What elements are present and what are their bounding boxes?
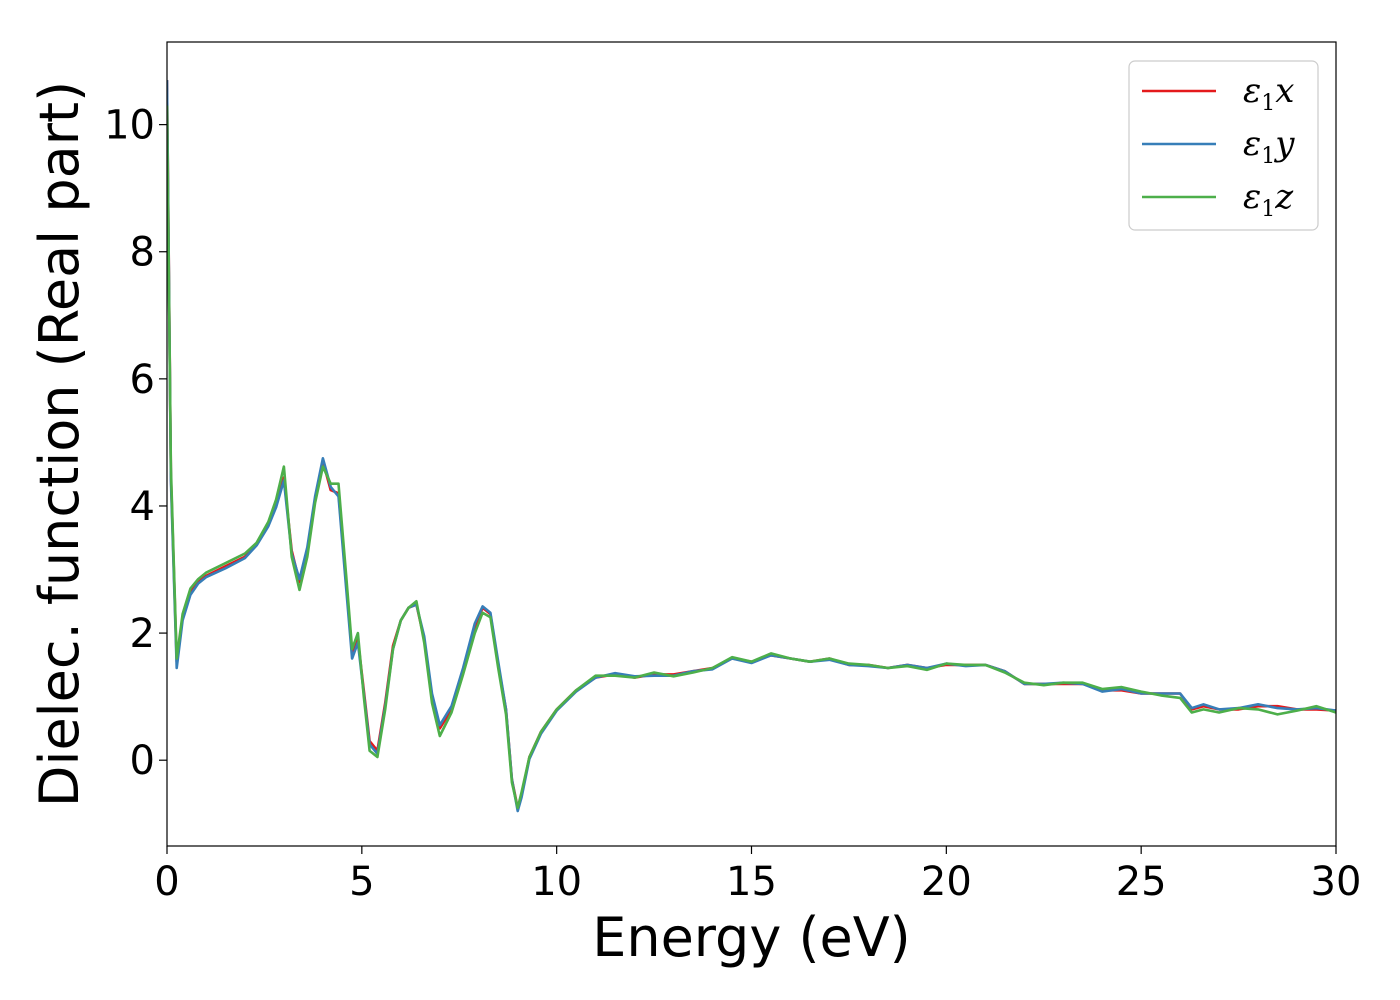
y-tick-label: 8	[130, 230, 155, 276]
series-layer	[167, 80, 1336, 813]
x-tick-label: 0	[154, 859, 179, 905]
y-tick-label: 2	[130, 611, 155, 657]
y-tick-label: 6	[130, 357, 155, 403]
series-line-z	[167, 105, 1336, 810]
legend-label-y: ε1y	[1243, 124, 1295, 169]
x-tick-label: 15	[726, 859, 777, 905]
x-tick-label: 20	[921, 859, 972, 905]
x-tick-label: 10	[531, 859, 582, 905]
x-tick-label: 25	[1116, 859, 1167, 905]
y-tick-label: 0	[130, 738, 155, 784]
x-axis: 0 5 10 15 20 25 30	[154, 846, 1361, 905]
y-axis-title: Dielec. function (Real part)	[28, 81, 91, 807]
y-tick-label: 10	[104, 103, 155, 149]
legend-label-x: ε1x	[1243, 71, 1294, 116]
x-tick-label: 30	[1311, 859, 1362, 905]
y-tick-label: 4	[130, 484, 155, 530]
x-axis-title: Energy (eV)	[592, 906, 911, 969]
legend-box	[1128, 60, 1319, 231]
legend: ε1x ε1y ε1z	[1128, 60, 1319, 231]
legend-label-z: ε1z	[1243, 177, 1294, 222]
y-axis: 0 2 4 6 8 10	[104, 103, 167, 784]
x-tick-label: 5	[349, 859, 374, 905]
